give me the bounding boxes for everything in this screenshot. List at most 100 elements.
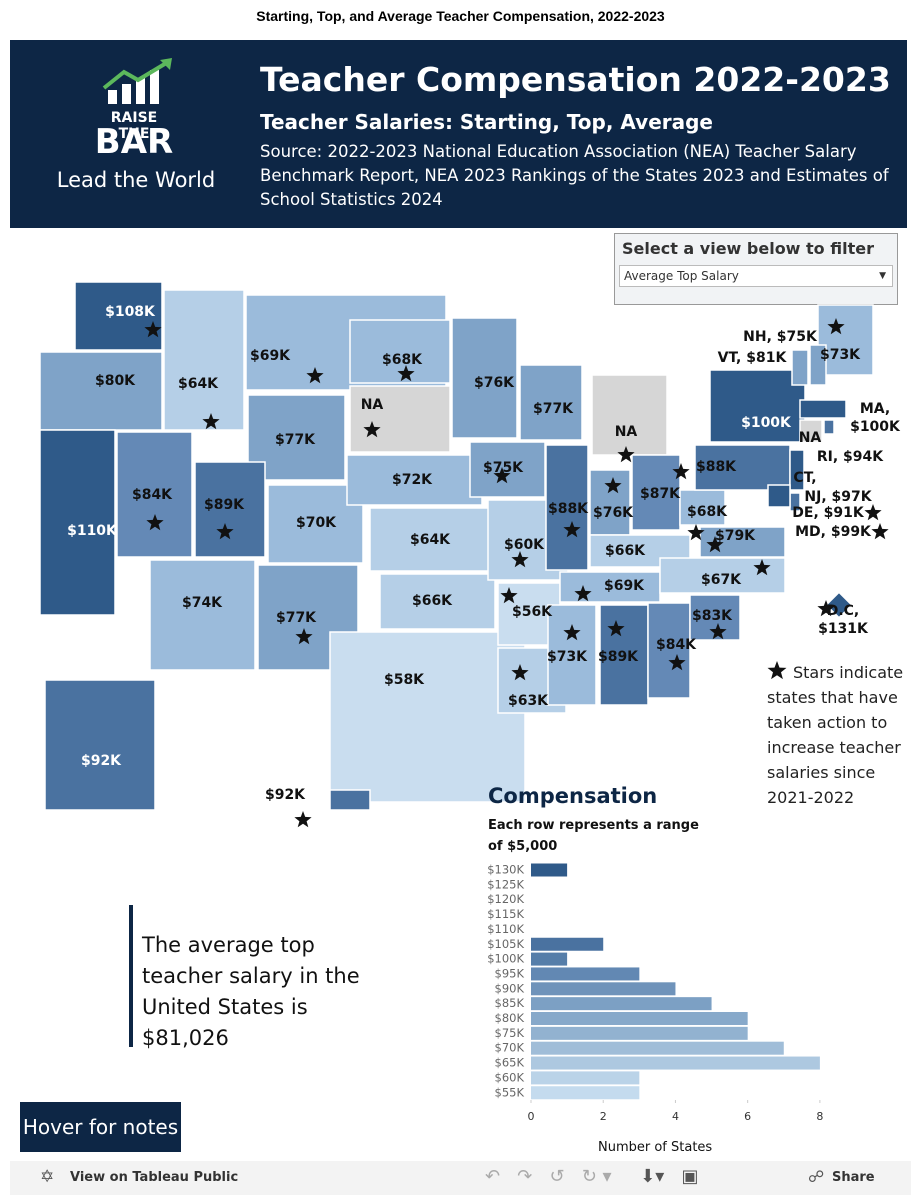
star-icon: [294, 811, 312, 828]
notes-button[interactable]: Hover for notes: [20, 1102, 181, 1152]
header-source: Source: 2022-2023 National Education Ass…: [260, 142, 889, 209]
state-shape: [163, 289, 245, 431]
state-shape: [547, 604, 597, 706]
star-icon: [706, 536, 724, 553]
state-label: $73K: [819, 347, 861, 363]
state-label: $60K: [503, 537, 545, 553]
state-shape: [519, 364, 583, 441]
state-label: $87K: [639, 486, 681, 502]
state-label: NA: [614, 424, 638, 440]
state-label: D.C, $131K: [818, 603, 868, 637]
state-label: VT, $81K: [717, 350, 787, 366]
share-link[interactable]: Share: [832, 1170, 875, 1185]
star-icon: [617, 446, 635, 463]
logo-main: BAR: [94, 122, 174, 162]
state-label: $76K: [592, 505, 634, 521]
callout-bar: [129, 905, 133, 1047]
state-shape: [451, 317, 518, 439]
header-subtitle: Teacher Salaries: Starting, Top, Average: [260, 110, 713, 134]
state-label: $67K: [700, 572, 742, 588]
state-label: $100K: [741, 415, 791, 431]
bar: [531, 1012, 748, 1025]
state-shape: [545, 444, 589, 571]
star-icon: [864, 504, 882, 521]
share-icon: ☍: [808, 1167, 825, 1186]
state-label: $56K: [511, 604, 553, 620]
y-tick-label: $80K: [495, 1011, 525, 1025]
state-label: $68K: [381, 352, 423, 368]
star-icon: [397, 365, 415, 382]
filter-label: Select a view below to filter: [622, 239, 874, 258]
state-label: $64K: [177, 376, 219, 392]
state-label: $63K: [507, 693, 549, 709]
star-icon: [563, 624, 581, 641]
state-label: $88K: [695, 459, 737, 475]
state-shape: [589, 469, 631, 536]
state-label: $64K: [409, 532, 451, 548]
x-tick-label: 0: [528, 1110, 535, 1123]
state-shape: [699, 526, 786, 558]
state-shape: [709, 369, 806, 443]
star-icon: [563, 521, 581, 538]
view-link[interactable]: View on Tableau Public: [70, 1170, 239, 1185]
x-tick-label: 8: [816, 1110, 823, 1123]
state-label: NA: [360, 397, 384, 413]
state-label: $89K: [597, 649, 639, 665]
state-shape: [379, 573, 496, 630]
state-shape: [694, 444, 791, 491]
state-shape: [799, 399, 847, 419]
bar: [531, 967, 640, 981]
toolbar-icons: ↶ ↷ ↺ ↻ ▾ ⬇▾ ▣: [485, 1166, 699, 1187]
star-icon: [511, 551, 529, 568]
y-tick-label: $90K: [495, 981, 525, 995]
bar: [531, 1041, 784, 1055]
star-icon: [500, 587, 518, 604]
filter-dropdown[interactable]: Average Top Salary ▼: [619, 265, 893, 287]
state-label: RI, $94K: [816, 449, 884, 465]
state-shape: [767, 484, 791, 508]
y-tick-label: $115K: [487, 907, 524, 921]
page-title: Starting, Top, and Average Teacher Compe…: [256, 8, 665, 24]
state-label: $110K: [67, 523, 117, 539]
y-tick-label: $70K: [495, 1041, 525, 1055]
state-label: $108K: [105, 304, 155, 320]
star-icon: [511, 664, 529, 681]
state-shape: [44, 679, 156, 811]
state-label: MD, $99K: [795, 524, 871, 540]
y-tick-label: $130K: [487, 863, 524, 877]
state-label: $75K: [482, 460, 524, 476]
state-shape: [329, 789, 371, 811]
state-shape: [825, 591, 853, 619]
y-tick-label: $105K: [487, 937, 524, 951]
y-tick-label: $120K: [487, 892, 524, 906]
bar: [531, 1026, 748, 1040]
state-label: $69K: [603, 578, 645, 594]
state-label: $76K: [473, 375, 515, 391]
star-icon: [817, 600, 835, 617]
state-label: $77K: [275, 610, 317, 626]
star-icon: [216, 523, 234, 540]
star-icon: [687, 524, 705, 541]
state-shape: [559, 571, 661, 603]
star-icon: [709, 623, 727, 640]
star-legend: Stars indicate states that have taken ac…: [767, 663, 904, 807]
header-title: Teacher Compensation 2022-2023: [260, 60, 891, 99]
state-label: $77K: [274, 432, 316, 448]
state-shape: [591, 374, 668, 456]
state-label: $89K: [203, 497, 245, 513]
star-icon: [144, 321, 162, 338]
logo-icon: [102, 58, 172, 104]
star-icon: [363, 421, 381, 438]
state-label: $79K: [714, 528, 756, 544]
star-icon: [753, 559, 771, 576]
state-label: $73K: [546, 649, 588, 665]
state-shape: [647, 602, 691, 699]
star-icon: [767, 661, 787, 680]
state-label: $80K: [94, 373, 136, 389]
tableau-icon: ✡: [40, 1167, 55, 1187]
state-label: CT,: [793, 470, 817, 486]
x-tick-label: 4: [672, 1110, 679, 1123]
state-shape: [346, 454, 483, 506]
state-shape: [39, 351, 163, 431]
